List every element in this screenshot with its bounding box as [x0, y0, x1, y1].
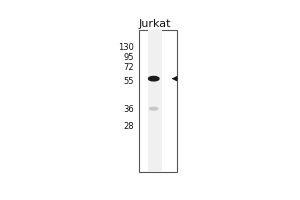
Text: 55: 55	[124, 77, 134, 86]
Ellipse shape	[150, 107, 158, 110]
Text: 130: 130	[118, 43, 134, 52]
Text: 95: 95	[124, 53, 134, 62]
Text: 36: 36	[123, 105, 134, 114]
Bar	[139, 30, 177, 172]
Text: 72: 72	[123, 63, 134, 72]
Ellipse shape	[148, 76, 159, 81]
Text: Jurkat: Jurkat	[139, 19, 171, 29]
Bar	[148, 30, 162, 172]
Text: 28: 28	[123, 122, 134, 131]
